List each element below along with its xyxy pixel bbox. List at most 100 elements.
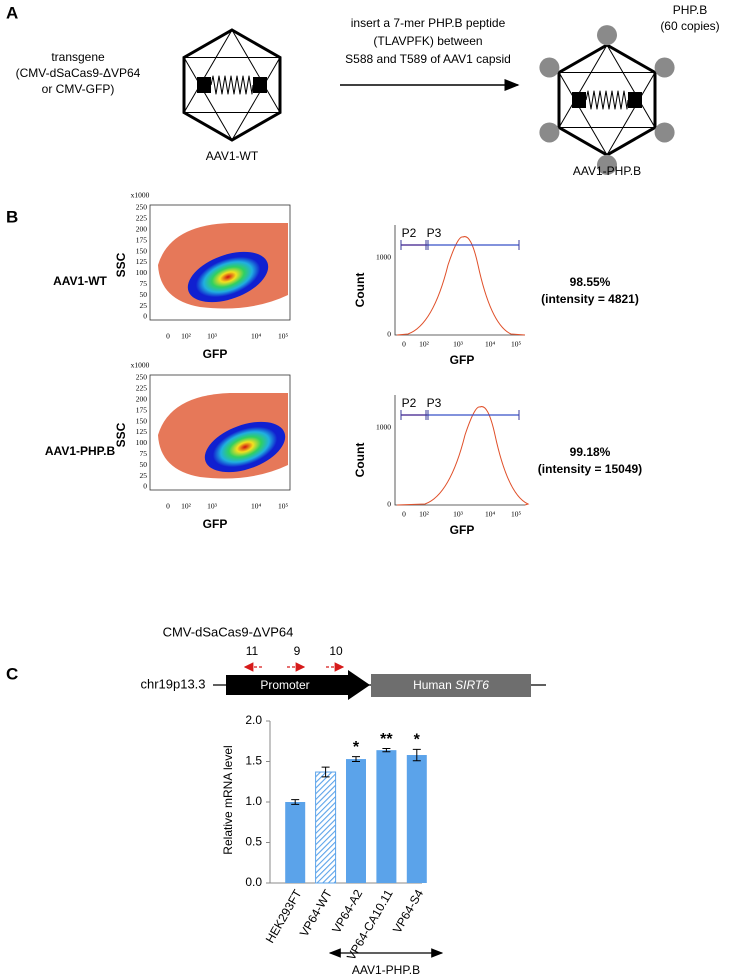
plot-frame <box>149 204 291 321</box>
y-tick-label: 75 <box>140 279 148 288</box>
bar <box>346 759 366 883</box>
x-tick-label: 10⁴ <box>251 332 262 341</box>
gene-name: SIRT6 <box>455 678 489 692</box>
peptide <box>654 122 675 143</box>
promoter-label: Promoter <box>260 678 309 692</box>
y-tick-label: 125 <box>136 257 148 266</box>
peptide <box>597 154 617 175</box>
axis-multiplier: x1000 <box>131 191 150 200</box>
plot-axes <box>394 225 525 336</box>
axis-title: SSC <box>114 252 128 277</box>
capsid-caption: AAV1-PHP.B <box>573 164 641 178</box>
y-tick-label: 150 <box>136 416 148 425</box>
x-tick-label: 10⁵ <box>511 340 522 349</box>
genome <box>210 75 254 95</box>
genome-end <box>572 92 586 108</box>
y-tick-label: 250 <box>136 203 148 212</box>
capsid-facet <box>558 72 656 156</box>
percent: 98.55% <box>570 275 611 289</box>
row-label: AAV1-WT <box>53 274 107 288</box>
axis-title: GFP <box>203 347 228 361</box>
error-bar <box>382 748 391 753</box>
panel-label: B <box>6 207 18 226</box>
transgene-text: or CMV-GFP) <box>42 82 115 96</box>
x-tick-label: 10³ <box>453 340 464 349</box>
peptide-note: (60 copies) <box>660 19 719 33</box>
axis-title: SSC <box>114 422 128 447</box>
histogram-curve <box>396 236 526 336</box>
y-tick-label: 200 <box>136 395 148 404</box>
row-label: AAV1-PHP.B <box>45 444 116 458</box>
y-tick-label: 100 <box>136 438 148 447</box>
axis-title: Count <box>353 273 367 308</box>
y-tick-label: 50 <box>140 460 148 469</box>
bar <box>315 771 337 884</box>
arrow-text: S588 and T589 of AAV1 capsid <box>345 52 511 66</box>
x-tick-label: 0 <box>402 340 406 349</box>
y-tick-label: 100 <box>136 268 148 277</box>
x-tick-label: 0 <box>402 510 406 519</box>
transgene-text: (CMV-dSaCas9-ΔVP64 <box>16 66 141 80</box>
peptide <box>539 122 560 143</box>
y-tick-label: 0 <box>387 500 391 509</box>
primer-label: 10 <box>329 644 343 658</box>
intensity: (intensity = 15049) <box>538 462 642 476</box>
significance: ** <box>380 731 393 748</box>
genome-end <box>197 77 211 93</box>
x-tick-label: 10⁵ <box>278 332 289 341</box>
gene-box <box>371 674 531 697</box>
axis-title: Count <box>353 443 367 478</box>
x-tick-label: HEK293FT <box>263 887 305 946</box>
axis-title: GFP <box>203 517 228 531</box>
gene-prefix: Human <box>413 678 455 692</box>
x-tick-label: 10⁵ <box>278 502 289 511</box>
intensity: (intensity = 4821) <box>541 292 639 306</box>
y-tick-label: 125 <box>136 427 148 436</box>
y-tick-label: 50 <box>140 290 148 299</box>
density-core <box>204 421 286 473</box>
capsid-caption: AAV1-WT <box>206 149 259 163</box>
percent: 99.18% <box>570 445 611 459</box>
genome-end <box>628 92 642 108</box>
genome <box>585 90 629 110</box>
gate-label: P3 <box>427 226 442 240</box>
bar <box>285 802 306 883</box>
y-tick-label: 25 <box>140 301 148 310</box>
y-tick-label: 75 <box>140 449 148 458</box>
peptide-note: PHP.B <box>673 3 707 17</box>
x-tick-label: 10² <box>181 332 192 341</box>
x-tick-label: 10² <box>419 340 430 349</box>
density-core <box>187 251 269 303</box>
flow-rows: AAV1-WTx10000255075100125150175200225250… <box>45 191 642 537</box>
bar <box>406 755 427 883</box>
y-tick-label: 0 <box>143 482 147 491</box>
y-tick-label: 1000 <box>376 423 391 432</box>
error-bar <box>352 756 360 762</box>
locus-label: chr19p13.3 <box>140 676 205 691</box>
y-tick-label: 0.0 <box>245 875 262 889</box>
gate-label: P3 <box>427 396 442 410</box>
y-tick-label: 1.0 <box>245 794 262 808</box>
axis-multiplier: x1000 <box>131 361 150 370</box>
promoter-arrow <box>226 670 370 700</box>
y-tick-label: 225 <box>136 384 148 393</box>
gene-label: Human SIRT6 <box>413 678 489 692</box>
x-tick-label: 10³ <box>207 332 218 341</box>
x-tick-label: 10⁴ <box>485 510 496 519</box>
x-tick-label: 10⁴ <box>251 502 262 511</box>
capsid <box>182 28 282 142</box>
x-tick-label: 10⁴ <box>485 340 496 349</box>
x-tick-label: 10² <box>181 502 192 511</box>
x-tick-label: 10² <box>419 510 430 519</box>
peptide <box>597 25 617 46</box>
axis-title: GFP <box>450 353 475 367</box>
capsid-facet <box>183 57 281 141</box>
x-tick-label: 10⁵ <box>511 510 522 519</box>
y-tick-label: 175 <box>136 235 148 244</box>
construct-label: CMV-dSaCas9-ΔVP64 <box>163 624 294 639</box>
arrow-text: insert a 7-mer PHP.B peptide <box>351 16 506 30</box>
bracket-label: AAV1-PHP.B <box>352 963 420 977</box>
y-tick-label: 175 <box>136 405 148 414</box>
capsid <box>539 25 675 175</box>
